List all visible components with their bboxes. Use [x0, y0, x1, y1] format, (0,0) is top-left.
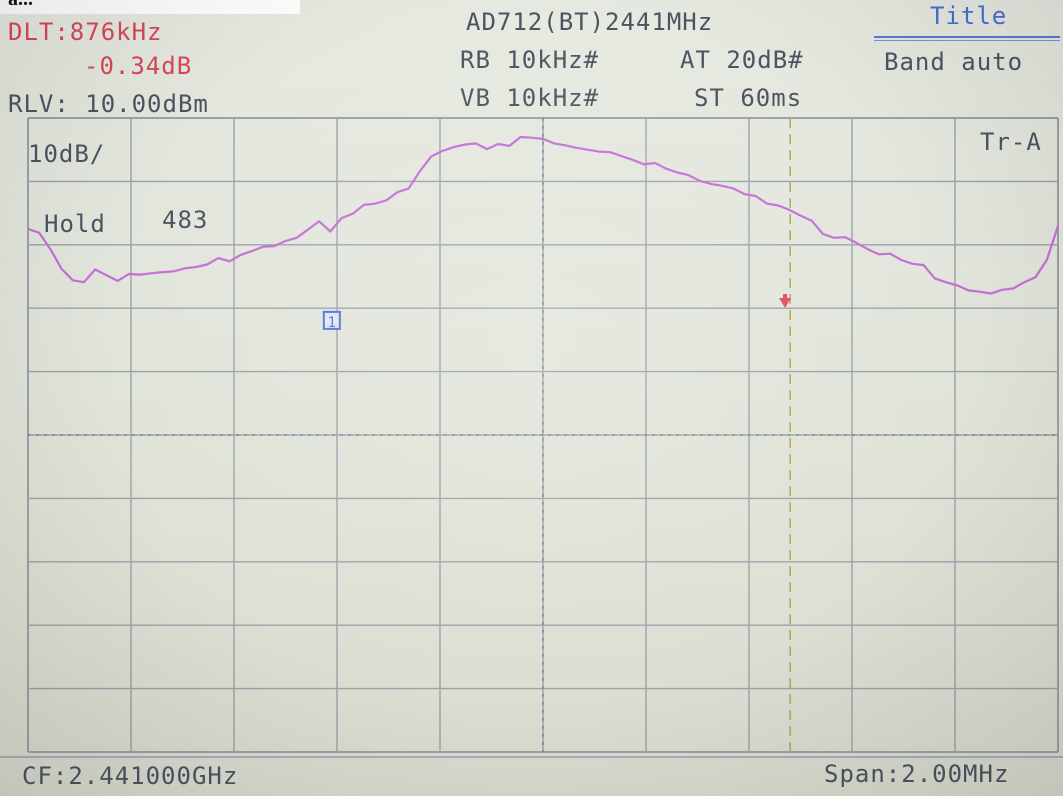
title-underline-secondary: [874, 40, 1060, 41]
delta-marker-stem: [783, 294, 788, 300]
trace-label: Tr-A: [980, 128, 1042, 156]
top-crop-strip: a...: [0, 0, 300, 14]
title-softkey[interactable]: Title: [872, 0, 1063, 41]
span-readout: Span:2.00MHz: [824, 760, 1010, 788]
delta-level-readout: -0.34dB: [84, 52, 193, 80]
vbw-readout: VB 10kHz#: [460, 84, 600, 112]
reference-lines: [28, 118, 1058, 752]
marker-layer: 1: [322, 294, 792, 331]
sweep-time-readout: ST 60ms: [694, 84, 803, 112]
reference-level-readout: RLV: 10.00dBm: [8, 90, 209, 118]
footer-divider: [0, 756, 1063, 758]
marker-1-box: 1: [322, 310, 341, 331]
spectrum-trace: [27, 135, 1060, 295]
marker-1-label: 1: [328, 315, 336, 331]
device-frequency-readout: AD712(BT)2441MHz: [466, 8, 714, 36]
scale-label: 10dB/: [28, 140, 105, 168]
band-mode-readout: Band auto: [884, 48, 1024, 76]
center-frequency-readout: CF:2.441000GHz: [22, 762, 239, 790]
attenuation-readout: AT 20dB#: [680, 46, 804, 74]
hold-label: Hold: [44, 210, 106, 238]
cropped-text: a...: [8, 0, 33, 11]
delta-frequency-readout: DLT:876kHz: [8, 18, 163, 46]
title-underline: [874, 36, 1060, 38]
hold-count: 483: [162, 206, 208, 234]
delta-marker-icon: [779, 298, 792, 309]
title-label: Title: [930, 2, 1008, 30]
rbw-readout: RB 10kHz#: [460, 46, 600, 74]
